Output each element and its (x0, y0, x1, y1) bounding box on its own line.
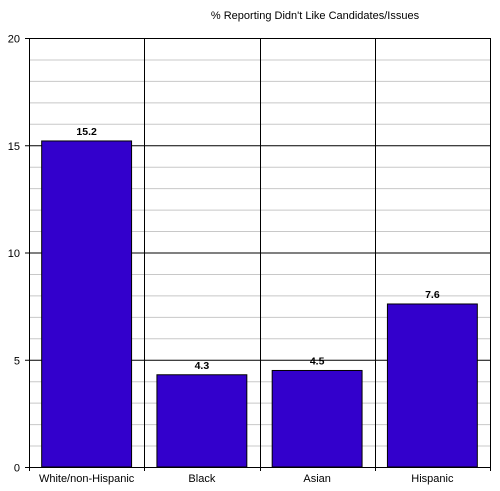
value-label: 15.2 (76, 126, 97, 138)
value-label: 4.5 (310, 355, 325, 367)
bar (41, 140, 133, 468)
category-label: Black (188, 473, 215, 485)
bar (386, 303, 478, 468)
y-tick-label: 0 (14, 463, 20, 475)
category-label: White/non-Hispanic (39, 473, 135, 485)
value-label: 4.3 (195, 360, 210, 372)
value-label: 7.6 (425, 289, 440, 301)
chart-title: % Reporting Didn't Like Candidates/Issue… (211, 10, 420, 22)
y-tick-label: 10 (8, 248, 20, 260)
bar (271, 369, 363, 468)
category-label: Hispanic (411, 473, 454, 485)
y-tick-label: 5 (14, 355, 20, 367)
y-tick-label: 20 (8, 34, 20, 46)
y-tick-label: 15 (8, 141, 20, 153)
category-label: Asian (303, 473, 331, 485)
bar (156, 374, 248, 468)
